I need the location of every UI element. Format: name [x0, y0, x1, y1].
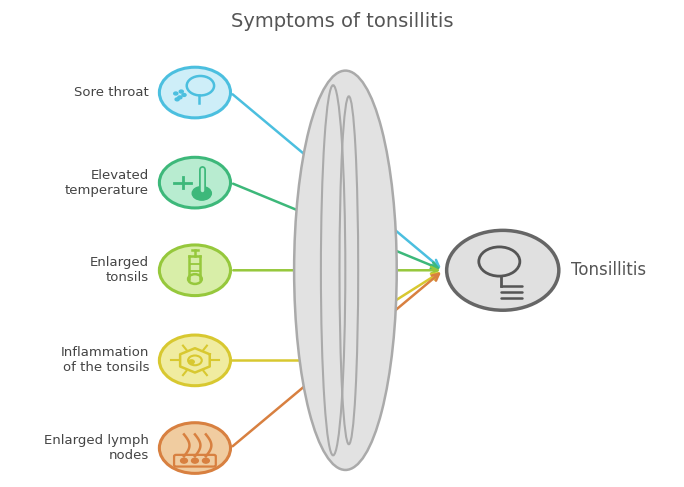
Circle shape [189, 360, 194, 364]
Text: Symptoms of tonsillitis: Symptoms of tonsillitis [231, 12, 453, 32]
Circle shape [174, 92, 178, 95]
Circle shape [202, 458, 209, 463]
Circle shape [179, 90, 183, 93]
Circle shape [159, 335, 231, 386]
Circle shape [175, 98, 179, 101]
Circle shape [192, 458, 198, 463]
Circle shape [447, 230, 559, 310]
Text: Tonsillitis: Tonsillitis [571, 262, 646, 279]
Circle shape [159, 67, 231, 118]
Text: Enlarged
tonsils: Enlarged tonsils [90, 256, 149, 284]
Circle shape [159, 423, 231, 473]
Text: Sore throat: Sore throat [75, 86, 149, 99]
Circle shape [182, 94, 186, 96]
Text: Enlarged lymph
nodes: Enlarged lymph nodes [44, 434, 149, 462]
Circle shape [159, 245, 231, 296]
Circle shape [181, 458, 187, 463]
Circle shape [178, 96, 182, 99]
Text: Elevated
temperature: Elevated temperature [65, 169, 149, 197]
Text: Inflammation
of the tonsils: Inflammation of the tonsils [61, 346, 149, 375]
Circle shape [192, 187, 211, 200]
Circle shape [159, 157, 231, 208]
Ellipse shape [294, 71, 397, 470]
